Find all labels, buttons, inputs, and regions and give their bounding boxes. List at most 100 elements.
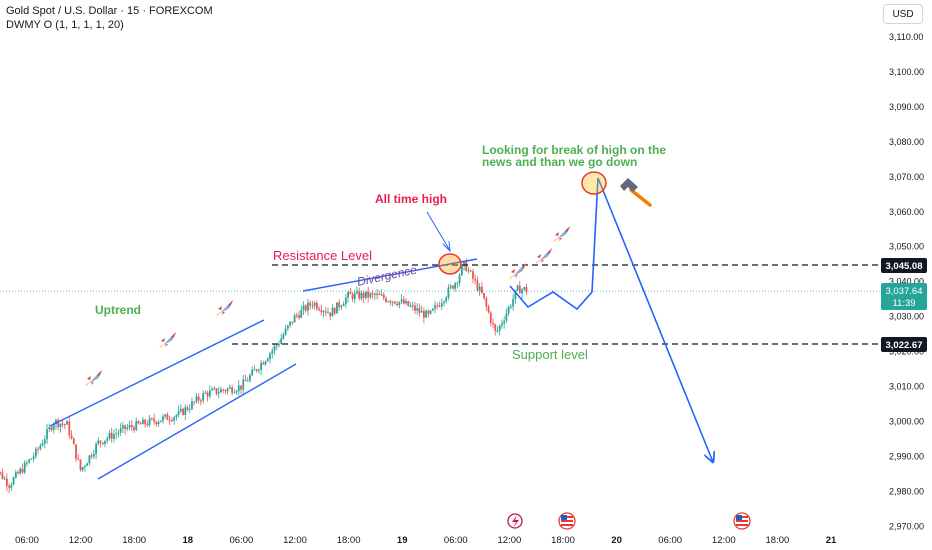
candle <box>501 319 503 329</box>
candle <box>362 291 365 304</box>
candle <box>113 429 115 443</box>
all-time-high-label[interactable]: All time high <box>375 192 447 206</box>
support-label[interactable]: Support level <box>512 347 588 362</box>
candle <box>34 447 37 459</box>
projection-path[interactable] <box>509 177 713 462</box>
candle <box>509 303 512 310</box>
candle <box>402 295 405 305</box>
candle <box>278 340 280 348</box>
candle <box>23 459 26 474</box>
candle <box>79 459 82 472</box>
resistance-label[interactable]: Resistance Level <box>273 248 372 263</box>
candle <box>21 463 24 474</box>
candle <box>271 347 274 359</box>
hammer-icon <box>620 178 652 207</box>
candle <box>467 266 470 274</box>
currency-button[interactable]: USD <box>883 4 923 24</box>
divergence-label[interactable]: Divergence <box>356 263 419 289</box>
candle <box>70 430 73 440</box>
support-price-tag[interactable]: 3,022.67 <box>881 337 927 352</box>
price-tick-label: 3,040.00 <box>889 277 924 287</box>
candle <box>184 404 187 421</box>
candle <box>523 286 526 292</box>
price-tick-label: 3,080.00 <box>889 137 924 147</box>
us-flag-event-icon[interactable] <box>733 512 751 530</box>
candle <box>84 464 86 472</box>
candle <box>240 385 242 395</box>
indicator-label[interactable]: DWMY O (1, 1, 1, 1, 20) <box>6 19 124 31</box>
candle <box>55 418 57 430</box>
candle <box>200 398 202 406</box>
candle <box>367 286 370 303</box>
candle <box>389 299 392 306</box>
price-axis[interactable]: 3,110.00 3,100.00 3,090.00 3,080.00 3,070.00… <box>889 32 924 531</box>
candle <box>469 269 472 273</box>
candle <box>411 301 414 311</box>
current-price-tag[interactable]: 3,037.64 11:39 <box>881 283 927 310</box>
candle <box>380 289 383 296</box>
uptrend-label[interactable]: Uptrend <box>95 303 141 317</box>
candle <box>244 374 247 382</box>
note-line-2[interactable]: news and than we go down <box>482 155 637 169</box>
time-axis[interactable]: 06:00 12:00 18:00 18 06:00 12:00 18:00 19 06:00 1… <box>15 535 837 546</box>
candle <box>371 290 374 299</box>
candle <box>153 413 155 425</box>
candle <box>37 446 40 454</box>
candle <box>443 300 445 307</box>
candle <box>333 306 336 316</box>
candle <box>166 412 169 421</box>
candle <box>445 295 448 304</box>
candle <box>133 425 135 433</box>
candle <box>456 281 459 289</box>
candle <box>420 305 423 313</box>
candle <box>1 468 4 480</box>
candle <box>57 417 60 431</box>
candle <box>416 303 419 315</box>
candle <box>451 285 454 290</box>
us-flag-event-icon[interactable] <box>558 512 576 530</box>
candle <box>108 430 111 441</box>
candle <box>77 453 80 461</box>
candle <box>431 307 434 312</box>
all-time-high-circle[interactable] <box>438 253 462 275</box>
candle <box>48 423 51 433</box>
candle <box>518 281 521 294</box>
divergence-line[interactable] <box>302 258 478 292</box>
candle <box>104 440 106 448</box>
candle <box>447 284 450 301</box>
candle <box>262 360 265 365</box>
rocket-icon <box>158 332 176 349</box>
time-tick-label: 06:00 <box>230 535 254 546</box>
candle <box>507 305 510 316</box>
candle <box>347 290 349 303</box>
time-tick-label: 19 <box>397 535 408 546</box>
note-line-1[interactable]: Looking for break of high on the <box>482 143 666 157</box>
candle <box>318 305 320 312</box>
lightning-event-icon[interactable] <box>507 513 523 529</box>
candle <box>476 276 479 293</box>
channel-upper-line[interactable] <box>49 319 265 427</box>
chart-symbol-title[interactable]: Gold Spot / U.S. Dollar · 15 · FOREXCOM <box>6 5 213 17</box>
candle <box>286 324 289 332</box>
candle <box>307 298 309 316</box>
candle <box>425 309 428 319</box>
candle <box>30 458 33 460</box>
candle <box>376 289 378 300</box>
candle <box>0 471 2 476</box>
candle <box>208 385 211 399</box>
candle <box>124 424 126 435</box>
candle <box>191 397 193 411</box>
candle <box>215 387 218 396</box>
candle <box>3 475 6 480</box>
candle <box>168 415 171 425</box>
candle <box>356 286 358 295</box>
candle <box>304 303 307 313</box>
channel-lower-line[interactable] <box>97 363 297 480</box>
target-high-circle[interactable] <box>581 171 607 195</box>
candle <box>66 419 68 425</box>
resistance-price-tag[interactable]: 3,045.08 <box>881 258 927 273</box>
candle <box>418 303 421 317</box>
ath-pointer-arrowhead <box>442 240 451 253</box>
time-tick-label: 18:00 <box>766 535 790 546</box>
